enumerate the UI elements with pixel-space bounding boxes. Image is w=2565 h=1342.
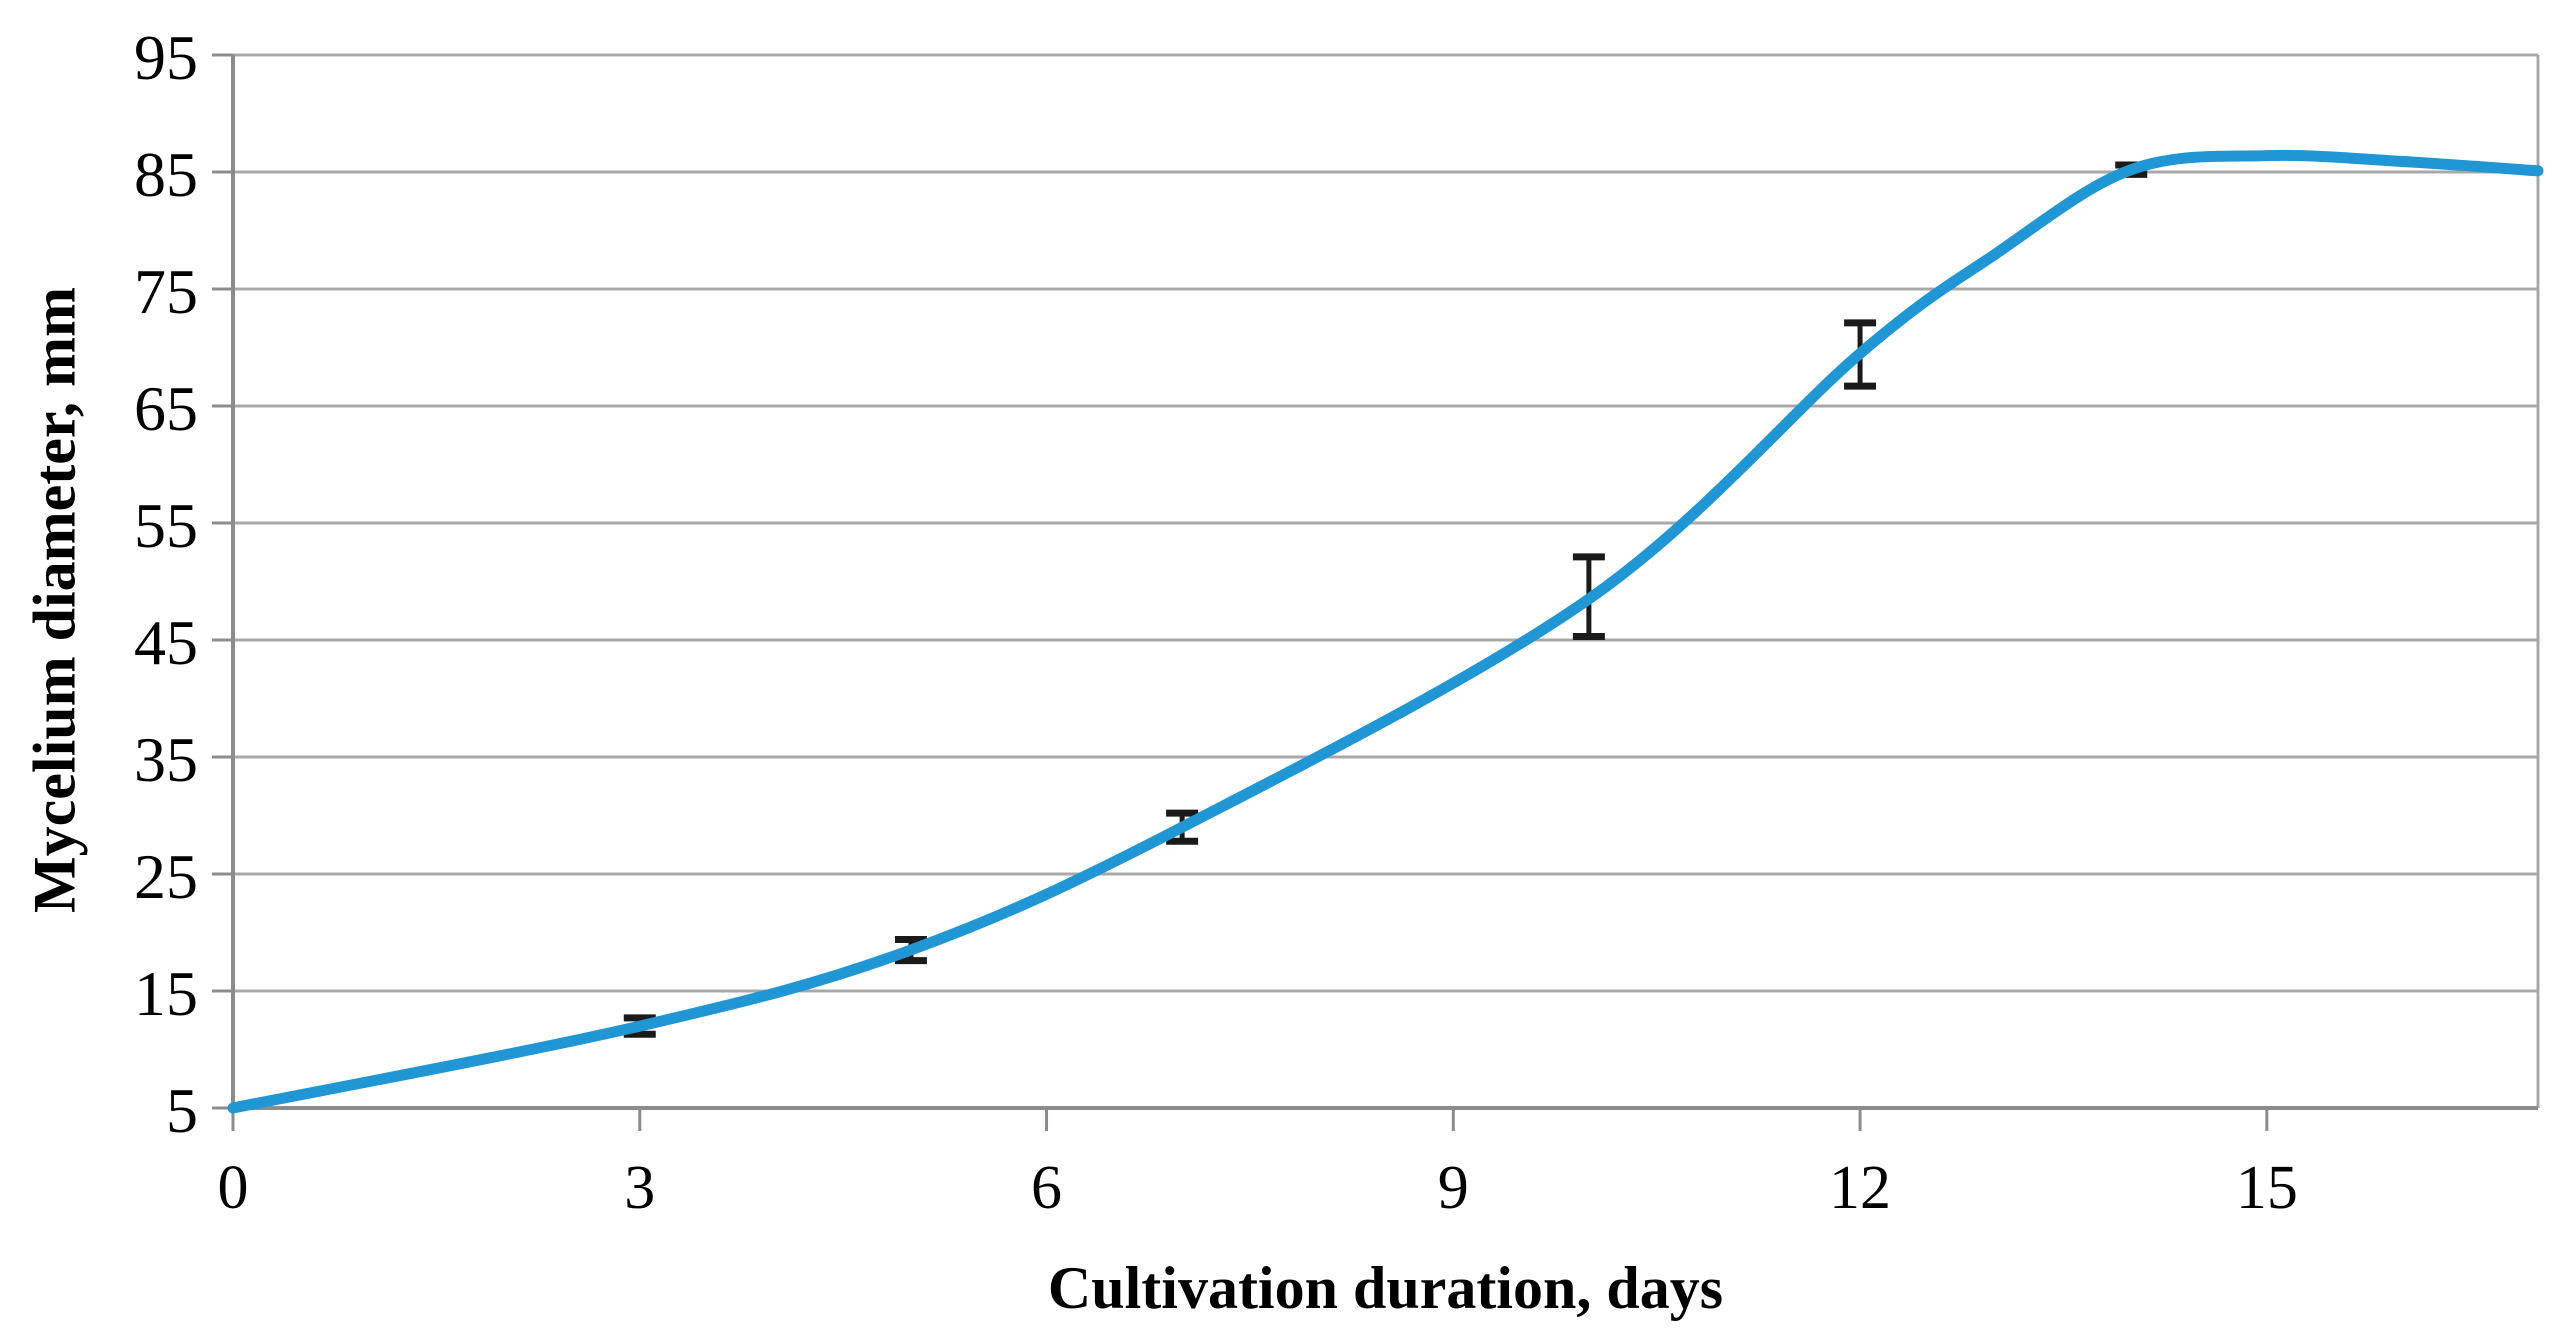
y-tick-label-55: 55 — [134, 490, 198, 561]
y-tick-label-15: 15 — [134, 958, 198, 1029]
x-tick-label-12: 12 — [1829, 1154, 1891, 1222]
x-axis-title: Cultivation duration, days — [1047, 1255, 1724, 1321]
y-tick-label-25: 25 — [134, 841, 198, 912]
y-tick-label-65: 65 — [134, 373, 198, 444]
x-tick-label-6: 6 — [1031, 1154, 1062, 1222]
x-tick-label-15: 15 — [2236, 1154, 2298, 1222]
growth-curve — [227, 149, 2544, 1114]
y-tick-label-45: 45 — [134, 607, 198, 678]
x-tick-label-0: 0 — [218, 1154, 249, 1222]
y-tick-label-5: 5 — [166, 1075, 198, 1146]
y-tick-label-95: 95 — [134, 22, 198, 93]
y-tick-label-75: 75 — [134, 256, 198, 327]
x-tick-label-3: 3 — [624, 1154, 655, 1222]
y-tick-label-35: 35 — [134, 724, 198, 795]
x-tick-label-9: 9 — [1438, 1154, 1469, 1222]
y-axis-title: Mycelium diameter, mm — [21, 287, 88, 913]
y-tick-label-85: 85 — [134, 139, 198, 210]
